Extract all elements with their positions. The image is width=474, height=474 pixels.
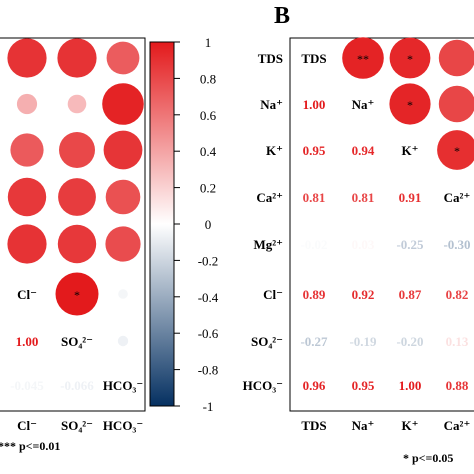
panel-b-circle	[389, 37, 431, 79]
panel-b-diag-label: TDS	[301, 51, 326, 66]
panel-b-coefficient: -0.02	[300, 237, 327, 252]
panel-b-row-label: Na⁺	[260, 97, 283, 112]
colorbar-tick-label: -0.4	[198, 290, 219, 305]
panel-b-sig-mark: *	[454, 144, 460, 158]
panel-b-sig-mark: **	[357, 52, 369, 66]
colorbar-tick-label: -1	[203, 399, 214, 414]
panel-b-circle	[438, 39, 474, 77]
panel-a-circle	[10, 133, 44, 167]
panel-b-coefficient: -0.27	[300, 334, 328, 349]
panel-b-coefficient: -0.20	[396, 334, 423, 349]
panel-b-row-label: SO₄²⁻	[251, 334, 283, 349]
panel-a-circle	[118, 289, 128, 299]
panel-a-frame	[0, 37, 146, 412]
panel-b-coefficient: 0.87	[399, 287, 422, 302]
panel-a-circle	[57, 224, 97, 264]
panel-b-coefficient: 0.95	[352, 378, 375, 393]
panel-b-circle	[437, 130, 474, 170]
panel-a-footnote: *** p<=0.01	[0, 439, 60, 453]
panel-a-circle	[105, 179, 141, 215]
panel-b-coefficient: 0.91	[399, 190, 422, 205]
colorbar-tick-label: 0	[205, 217, 212, 232]
panel-a-circle	[16, 93, 38, 115]
panel-b-coefficient: 0.03	[352, 237, 375, 252]
colorbar-tick-label: -0.2	[198, 253, 219, 268]
panel-b-row-label: HCO₃⁻	[243, 378, 283, 393]
panel-a-circle	[7, 38, 47, 78]
panel-b-coefficient: 0.89	[303, 287, 326, 302]
panel-b-coefficient: -0.19	[349, 334, 377, 349]
panel-a-coefficient: -0.045	[10, 378, 44, 393]
panel-b-sig-mark: *	[407, 98, 413, 112]
panel-b-correlation-matrix: B * p<=0.05 TDS Na⁺ K⁺ Ca²⁺ Mg²⁺ Cl⁻ SO₄²⁻ HCO₃…	[243, 3, 474, 465]
panel-a-circle	[67, 94, 87, 114]
panel-b-col-label: TDS	[301, 418, 326, 433]
panel-b-frame	[289, 37, 474, 412]
panel-b-coefficient: -0.30	[443, 237, 470, 252]
panel-a-circle	[103, 130, 143, 170]
panel-b-diag-label: K⁺	[402, 143, 419, 158]
colorbar-tick-label: 0.6	[200, 108, 217, 123]
panel-b-coefficient: 0.95	[303, 143, 326, 158]
panel-a-circle	[106, 41, 140, 75]
panel-a-bottom-label: SO₄²⁻	[61, 418, 93, 433]
colorbar-tick-label: -0.6	[198, 326, 219, 341]
panel-b-row-label: TDS	[258, 51, 283, 66]
panel-b-circle	[438, 85, 474, 123]
panel-b-col-label: K⁺	[402, 418, 419, 433]
panel-a-circle	[7, 177, 47, 217]
panel-b-coefficient: 0.82	[446, 287, 469, 302]
panel-a-sig-mark: *	[74, 288, 80, 302]
panel-b-coefficient: 0.81	[352, 190, 375, 205]
panel-b-diag-label: Ca²⁺	[444, 190, 471, 205]
panel-a-circle	[7, 224, 47, 264]
panel-b-coefficient: 0.96	[303, 378, 326, 393]
panel-a-circle	[55, 272, 99, 316]
panel-b-coefficient: 0.88	[446, 378, 469, 393]
panel-b-col-label: Ca²⁺	[444, 418, 471, 433]
panel-a-coefficient: -0.066	[60, 378, 94, 393]
panel-a-bottom-label: Cl⁻	[17, 418, 37, 433]
colorbar-tick-label: 0.2	[200, 181, 216, 196]
colorbar-tick-label: 0.8	[200, 71, 216, 86]
panel-b-footnote: * p<=0.05	[403, 451, 453, 465]
panel-a-circle	[105, 226, 141, 262]
panel-b-coefficient: -0.25	[396, 237, 424, 252]
panel-b-sig-mark: *	[407, 52, 413, 66]
panel-a-diag-label: HCO₃⁻	[103, 378, 143, 393]
panel-a-diag-label: SO₄²⁻	[61, 334, 93, 349]
panel-a-circle	[59, 132, 95, 168]
panel-b-coefficient: 0.13	[446, 334, 469, 349]
panel-a-circle	[57, 38, 97, 78]
panel-b-circle	[389, 83, 431, 125]
panel-b-row-label: K⁺	[266, 143, 283, 158]
colorbar-tick-label: 1	[205, 35, 212, 50]
panel-b-row-label: Cl⁻	[263, 287, 283, 302]
panel-a-circle	[102, 83, 144, 125]
panel-b-coefficient: 0.94	[352, 143, 375, 158]
colorbar-tick-label: -0.8	[198, 363, 219, 378]
panel-a-coefficient: 1.00	[16, 334, 39, 349]
panel-a-circle	[117, 335, 129, 347]
panel-b-row-label: Ca²⁺	[256, 190, 283, 205]
panel-b-col-label: Na⁺	[352, 418, 375, 433]
colorbar: 1 0.8 0.6 0.4 0.2 0 -0.2 -0.4 -0.6 -0.8 -1	[149, 35, 219, 414]
panel-b-coefficient: 0.81	[303, 190, 326, 205]
panel-a-diag-label: Cl⁻	[17, 287, 37, 302]
panel-b-coefficient: 1.00	[303, 97, 326, 112]
colorbar-gradient	[149, 41, 175, 407]
panel-b-diag-label: Na⁺	[352, 97, 375, 112]
panel-b-circle	[342, 37, 384, 79]
panel-b-row-label: Mg²⁺	[253, 237, 283, 252]
colorbar-tick-label: 0.4	[200, 144, 217, 159]
panel-b-coefficient: 0.92	[352, 287, 375, 302]
panel-b-coefficient: 1.00	[399, 378, 422, 393]
panel-a-correlation-matrix: *** p<=0.01 * 1.00 -0.045 -0.066 Cl⁻ SO₄²⁻ HCO…	[0, 37, 146, 453]
panel-b-letter: B	[274, 3, 290, 29]
panel-a-bottom-label: HCO₃⁻	[103, 418, 143, 433]
panel-a-circle	[58, 178, 96, 216]
